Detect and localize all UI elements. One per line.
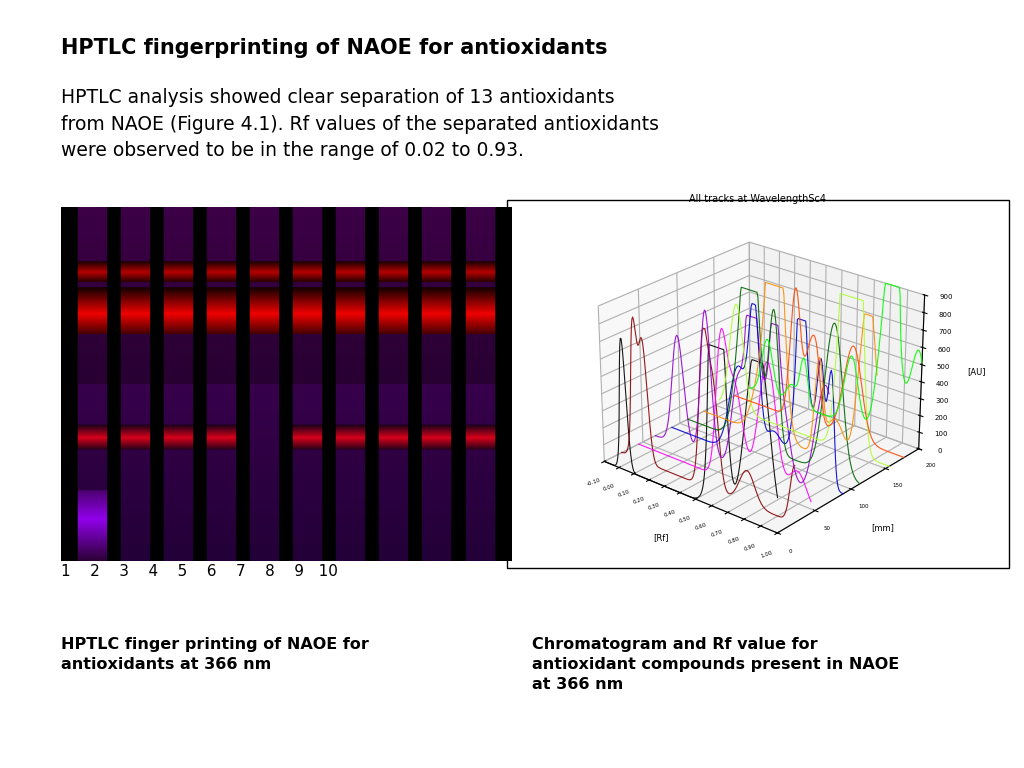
Text: Chromatogram and Rf value for
antioxidant compounds present in NAOE
at 366 nm: Chromatogram and Rf value for antioxidan…	[532, 637, 900, 692]
Text: HPTLC fingerprinting of NAOE for antioxidants: HPTLC fingerprinting of NAOE for antioxi…	[61, 38, 608, 58]
Text: 1    2    3    4    5    6    7    8    9   10: 1 2 3 4 5 6 7 8 9 10	[61, 564, 338, 580]
X-axis label: [Rf]: [Rf]	[653, 533, 669, 542]
Text: HPTLC finger printing of NAOE for
antioxidants at 366 nm: HPTLC finger printing of NAOE for antiox…	[61, 637, 370, 672]
Text: HPTLC analysis showed clear separation of 13 antioxidants
from NAOE (Figure 4.1): HPTLC analysis showed clear separation o…	[61, 88, 659, 161]
Title: All tracks at WavelengthSc4: All tracks at WavelengthSc4	[689, 194, 826, 204]
Y-axis label: [mm]: [mm]	[871, 524, 894, 532]
